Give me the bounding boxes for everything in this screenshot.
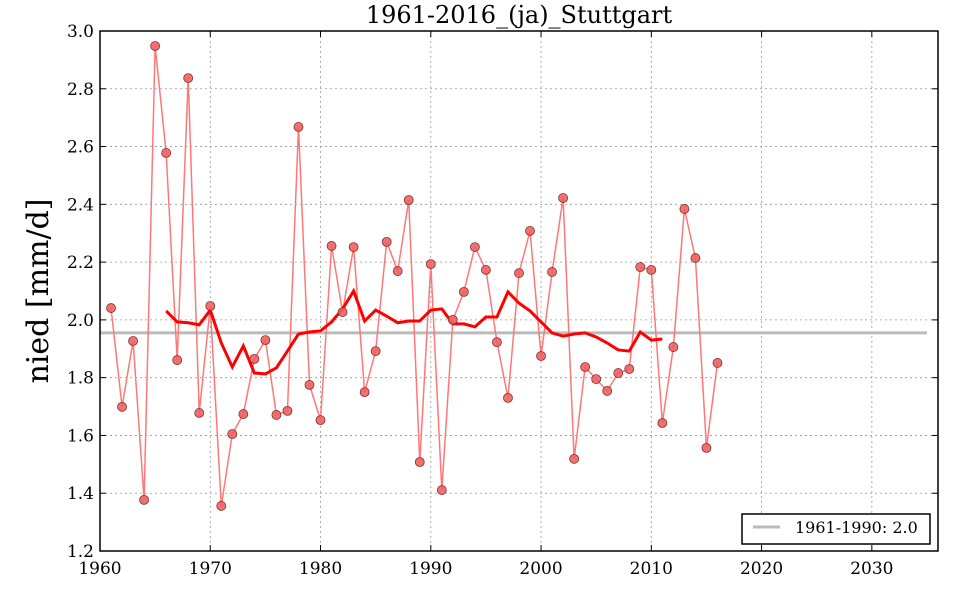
x-tick-label: 2010 <box>630 559 673 579</box>
data-point <box>690 253 701 263</box>
data-point <box>536 351 546 361</box>
data-point <box>668 342 679 352</box>
x-tick-label: 1990 <box>409 559 452 579</box>
data-point <box>503 392 513 403</box>
marks <box>100 41 927 511</box>
data-point <box>161 148 172 158</box>
data-point <box>481 265 491 275</box>
data-point <box>403 195 414 205</box>
data-point <box>436 485 447 495</box>
data-point <box>249 353 260 364</box>
legend-box <box>741 513 931 545</box>
data-point <box>271 410 282 420</box>
data-point <box>205 301 216 311</box>
data-point <box>293 122 304 132</box>
y-tick-label: 1.4 <box>67 484 94 504</box>
x-tick-label: 2030 <box>850 559 893 579</box>
data-point <box>381 236 392 247</box>
data-point <box>392 266 403 276</box>
data-point <box>414 457 425 467</box>
data-point <box>425 259 436 270</box>
data-point <box>216 501 227 511</box>
y-tick-label: 2.0 <box>67 311 94 331</box>
data-point <box>569 453 580 464</box>
data-point <box>128 336 138 346</box>
y-tick-label: 1.2 <box>67 542 94 562</box>
data-point <box>260 335 271 346</box>
data-point <box>679 204 690 214</box>
data-point <box>227 429 238 439</box>
data-point <box>337 307 348 317</box>
x-tick-label: 1960 <box>78 559 121 579</box>
legend-label: 1961-1990: 2.0 <box>795 518 918 537</box>
ticks: 1960 1970 1980 1990 2000 2010 2020 2030 1.2 1.4 1.… <box>67 22 938 579</box>
grid <box>99 30 938 552</box>
data-point <box>657 418 668 428</box>
data-point <box>646 265 657 275</box>
y-tick-label: 1.8 <box>67 369 94 389</box>
moving-average-line <box>165 287 663 376</box>
y-tick-label: 3.0 <box>67 22 94 42</box>
x-tick-label: 1980 <box>299 559 342 579</box>
data-point <box>326 241 337 251</box>
data-point <box>172 355 183 365</box>
data-point <box>558 193 569 203</box>
data-point <box>106 303 116 313</box>
y-tick-label: 2.8 <box>67 80 94 100</box>
data-point <box>514 268 524 278</box>
data-point <box>458 286 469 297</box>
y-tick-label: 1.6 <box>67 426 94 446</box>
data-point <box>580 362 591 372</box>
legend: 1961-1990: 2.0 <box>741 513 931 545</box>
x-tick-label: 2020 <box>740 559 783 579</box>
y-tick-label: 2.2 <box>67 253 94 273</box>
data-point <box>238 409 249 419</box>
y-tick-label: 2.4 <box>67 195 94 215</box>
data-point <box>525 226 535 236</box>
x-tick-label: 2000 <box>519 559 562 579</box>
data-point <box>591 374 602 385</box>
data-point <box>469 242 480 252</box>
data-point <box>348 242 359 252</box>
data-point <box>701 442 712 453</box>
data-point <box>712 358 723 368</box>
plot-frame <box>99 30 939 552</box>
chart-title: 1961-2016_(ja)_Stuttgart <box>366 1 673 29</box>
data-point <box>150 41 161 51</box>
data-point <box>359 387 370 398</box>
y-tick-label: 2.6 <box>67 138 94 158</box>
data-point <box>370 346 381 356</box>
data-point <box>139 494 150 505</box>
data-point <box>194 408 205 418</box>
y-axis-label: nied [mm/d] <box>21 198 56 383</box>
data-point <box>117 401 127 412</box>
data-point <box>635 262 646 272</box>
data-point <box>602 386 613 396</box>
data-point <box>447 314 458 325</box>
data-point <box>624 364 635 374</box>
data-point <box>183 73 194 83</box>
data-point <box>282 405 293 416</box>
data-point <box>304 379 315 390</box>
x-tick-label: 1970 <box>189 559 232 579</box>
data-point <box>315 415 326 426</box>
data-point <box>492 337 502 348</box>
data-point <box>613 368 624 378</box>
data-point <box>547 267 557 277</box>
annual-line <box>110 45 719 507</box>
